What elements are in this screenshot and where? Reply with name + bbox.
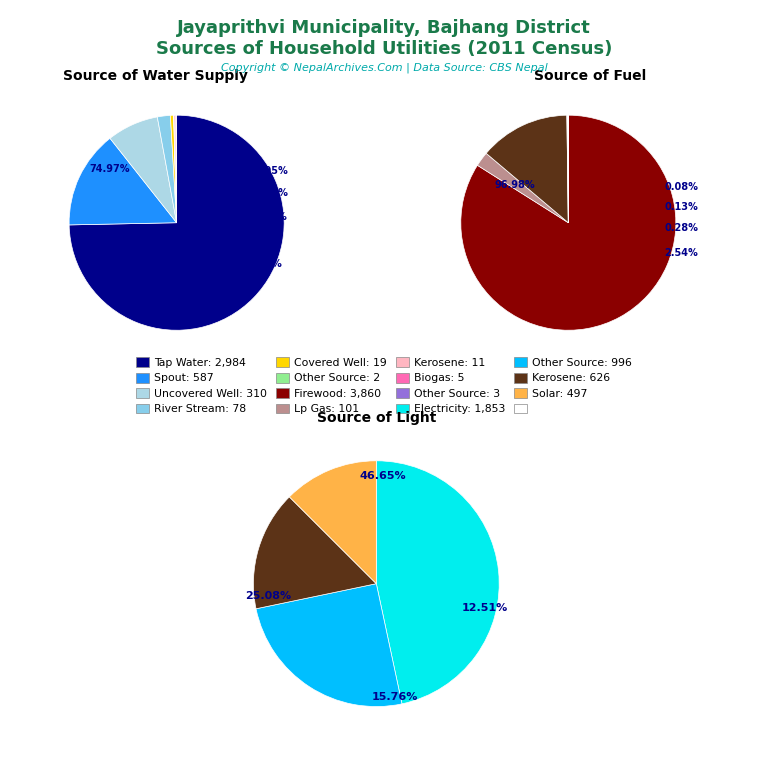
Text: 15.76%: 15.76% xyxy=(372,692,418,702)
Wedge shape xyxy=(478,154,568,223)
Text: 7.79%: 7.79% xyxy=(248,259,282,269)
Wedge shape xyxy=(256,584,402,707)
Wedge shape xyxy=(567,115,568,223)
Wedge shape xyxy=(486,115,568,223)
Text: 12.51%: 12.51% xyxy=(462,603,508,614)
Wedge shape xyxy=(69,115,284,330)
Text: 25.08%: 25.08% xyxy=(245,591,291,601)
Wedge shape xyxy=(69,138,177,225)
Text: 0.13%: 0.13% xyxy=(664,201,698,212)
Wedge shape xyxy=(170,115,177,223)
Wedge shape xyxy=(176,115,177,223)
Text: Jayaprithvi Municipality, Bajhang District: Jayaprithvi Municipality, Bajhang Distri… xyxy=(177,19,591,37)
Text: 74.97%: 74.97% xyxy=(90,164,131,174)
Text: Copyright © NepalArchives.Com | Data Source: CBS Nepal: Copyright © NepalArchives.Com | Data Sou… xyxy=(220,63,548,74)
Text: 0.05%: 0.05% xyxy=(254,166,288,176)
Text: 0.28%: 0.28% xyxy=(664,223,698,233)
Title: Source of Fuel: Source of Fuel xyxy=(534,69,646,83)
Wedge shape xyxy=(157,115,177,223)
Wedge shape xyxy=(461,115,676,330)
Text: 0.48%: 0.48% xyxy=(254,187,288,197)
Text: 14.75%: 14.75% xyxy=(162,316,202,326)
Text: 1.96%: 1.96% xyxy=(254,212,288,223)
Title: Source of Water Supply: Source of Water Supply xyxy=(63,69,247,83)
Wedge shape xyxy=(110,117,177,223)
Wedge shape xyxy=(174,115,177,223)
Text: 96.98%: 96.98% xyxy=(495,180,535,190)
Text: Sources of Household Utilities (2011 Census): Sources of Household Utilities (2011 Cen… xyxy=(156,40,612,58)
Text: 46.65%: 46.65% xyxy=(359,471,406,481)
Text: 2.54%: 2.54% xyxy=(664,248,698,258)
Title: Source of Light: Source of Light xyxy=(316,411,436,425)
Wedge shape xyxy=(253,497,376,609)
Text: 0.08%: 0.08% xyxy=(664,182,698,192)
Legend: Tap Water: 2,984, Spout: 587, Uncovered Well: 310, River Stream: 78, Covered Wel: Tap Water: 2,984, Spout: 587, Uncovered … xyxy=(131,353,637,419)
Wedge shape xyxy=(376,461,499,703)
Wedge shape xyxy=(290,461,376,584)
Wedge shape xyxy=(174,115,177,223)
